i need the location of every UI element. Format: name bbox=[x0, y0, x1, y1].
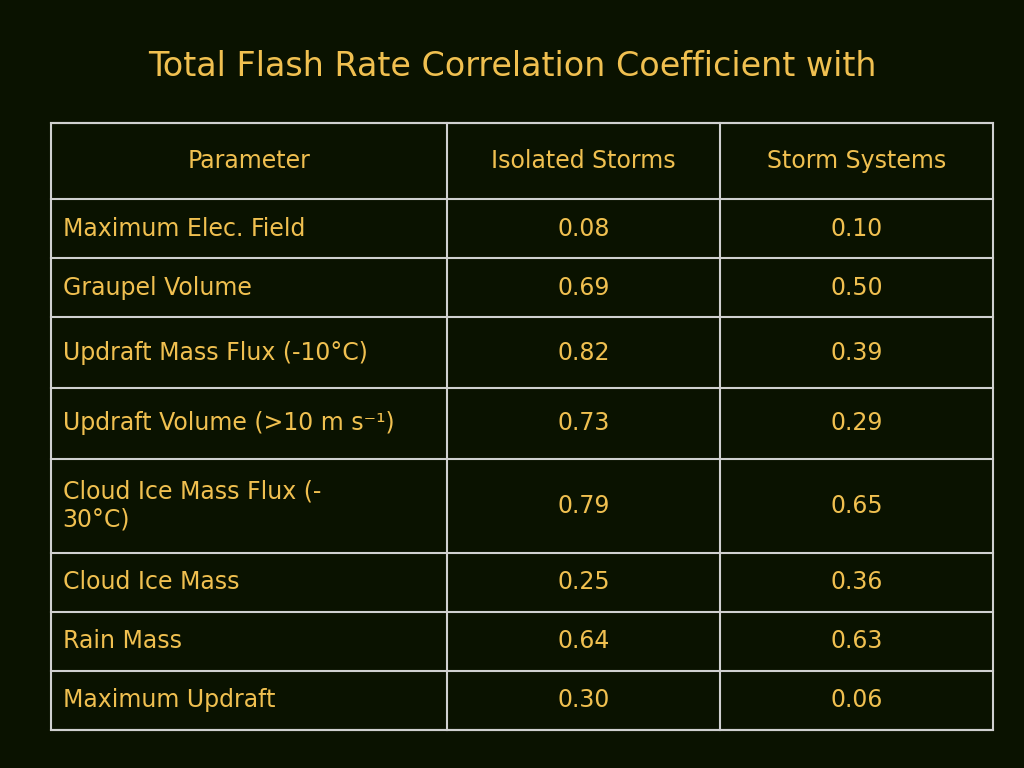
Text: Rain Mass: Rain Mass bbox=[62, 629, 181, 654]
Text: Cloud Ice Mass Flux (-
30°C): Cloud Ice Mass Flux (- 30°C) bbox=[62, 480, 321, 531]
Text: 0.39: 0.39 bbox=[830, 341, 883, 365]
Text: 0.08: 0.08 bbox=[557, 217, 609, 241]
Text: 0.29: 0.29 bbox=[830, 412, 883, 435]
Text: 0.69: 0.69 bbox=[557, 276, 609, 300]
Text: 0.63: 0.63 bbox=[830, 629, 883, 654]
Text: 0.36: 0.36 bbox=[830, 571, 883, 594]
Text: 0.50: 0.50 bbox=[830, 276, 883, 300]
Text: 0.82: 0.82 bbox=[557, 341, 609, 365]
Text: Graupel Volume: Graupel Volume bbox=[62, 276, 251, 300]
Text: Updraft Volume (>10 m s⁻¹): Updraft Volume (>10 m s⁻¹) bbox=[62, 412, 394, 435]
Text: Cloud Ice Mass: Cloud Ice Mass bbox=[62, 571, 239, 594]
Text: Total Flash Rate Correlation Coefficient with: Total Flash Rate Correlation Coefficient… bbox=[147, 50, 877, 83]
Text: Storm Systems: Storm Systems bbox=[767, 149, 946, 173]
Text: 0.10: 0.10 bbox=[830, 217, 883, 241]
Text: 0.73: 0.73 bbox=[557, 412, 609, 435]
Text: 0.65: 0.65 bbox=[830, 494, 883, 518]
Text: 0.25: 0.25 bbox=[557, 571, 609, 594]
Text: Parameter: Parameter bbox=[187, 149, 310, 173]
Text: 0.06: 0.06 bbox=[830, 688, 883, 712]
Text: Maximum Updraft: Maximum Updraft bbox=[62, 688, 275, 712]
Text: 0.64: 0.64 bbox=[557, 629, 609, 654]
Text: Maximum Elec. Field: Maximum Elec. Field bbox=[62, 217, 305, 241]
Text: Isolated Storms: Isolated Storms bbox=[492, 149, 676, 173]
Text: Updraft Mass Flux (-10°C): Updraft Mass Flux (-10°C) bbox=[62, 341, 368, 365]
Text: 0.30: 0.30 bbox=[557, 688, 609, 712]
Text: 0.79: 0.79 bbox=[557, 494, 609, 518]
Bar bbox=[51, 123, 993, 730]
